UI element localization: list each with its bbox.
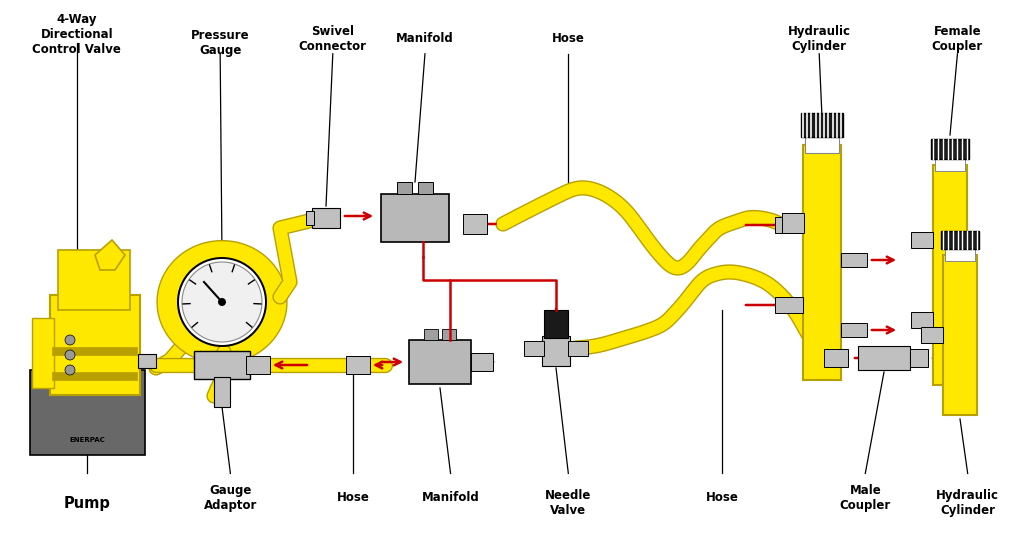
- Bar: [775, 217, 803, 233]
- Bar: [858, 346, 910, 370]
- Bar: [805, 135, 839, 153]
- Bar: [471, 353, 493, 371]
- Bar: [424, 329, 438, 340]
- Bar: [544, 310, 568, 338]
- Bar: [52, 372, 137, 380]
- Bar: [52, 347, 137, 355]
- Bar: [30, 370, 145, 455]
- Text: Needle
Valve: Needle Valve: [545, 489, 592, 517]
- Text: Hose: Hose: [706, 491, 738, 504]
- Bar: [933, 165, 967, 385]
- Bar: [138, 354, 156, 368]
- Bar: [841, 323, 867, 337]
- Circle shape: [65, 335, 75, 345]
- Polygon shape: [95, 240, 125, 270]
- Bar: [542, 336, 570, 366]
- Circle shape: [65, 350, 75, 360]
- Circle shape: [65, 365, 75, 375]
- Bar: [910, 349, 928, 367]
- Text: Swivel
Connector: Swivel Connector: [299, 25, 367, 53]
- Bar: [346, 356, 370, 374]
- Bar: [58, 250, 130, 310]
- Text: ENERPAC: ENERPAC: [70, 437, 104, 443]
- Text: Gauge
Adaptor: Gauge Adaptor: [204, 484, 257, 512]
- Bar: [32, 318, 54, 388]
- Bar: [803, 145, 841, 380]
- Text: Pump: Pump: [63, 495, 111, 511]
- Bar: [194, 351, 250, 379]
- Text: Hose: Hose: [552, 32, 585, 45]
- Bar: [50, 295, 140, 395]
- Text: Pressure
Gauge: Pressure Gauge: [190, 29, 250, 57]
- Bar: [246, 356, 270, 374]
- Text: Male
Coupler: Male Coupler: [840, 484, 891, 512]
- Bar: [841, 253, 867, 267]
- Bar: [945, 247, 975, 261]
- Bar: [801, 113, 843, 137]
- Bar: [442, 329, 456, 340]
- Bar: [381, 194, 449, 242]
- Bar: [931, 139, 969, 159]
- Bar: [911, 232, 933, 248]
- Bar: [397, 182, 412, 194]
- Bar: [911, 312, 933, 328]
- Bar: [568, 341, 588, 356]
- Text: Manifold: Manifold: [396, 32, 454, 45]
- Bar: [306, 211, 314, 225]
- Text: Hydraulic
Cylinder: Hydraulic Cylinder: [936, 489, 999, 517]
- Bar: [312, 208, 340, 228]
- Text: Female
Coupler: Female Coupler: [932, 25, 983, 53]
- Bar: [418, 182, 433, 194]
- Bar: [782, 213, 804, 233]
- Bar: [409, 340, 471, 384]
- Circle shape: [218, 298, 226, 306]
- Circle shape: [179, 259, 265, 345]
- Bar: [941, 231, 979, 249]
- Text: Manifold: Manifold: [422, 491, 479, 504]
- Bar: [775, 297, 803, 313]
- Bar: [921, 327, 943, 343]
- Bar: [935, 157, 965, 171]
- Bar: [943, 255, 977, 415]
- Bar: [214, 377, 230, 407]
- Circle shape: [182, 262, 262, 342]
- Bar: [824, 349, 848, 367]
- Bar: [463, 214, 487, 234]
- Text: Hose: Hose: [337, 491, 370, 504]
- Circle shape: [177, 257, 267, 347]
- Bar: [524, 341, 544, 356]
- Text: Hydraulic
Cylinder: Hydraulic Cylinder: [787, 25, 851, 53]
- Text: 4-Way
Directional
Control Valve: 4-Way Directional Control Valve: [33, 13, 121, 56]
